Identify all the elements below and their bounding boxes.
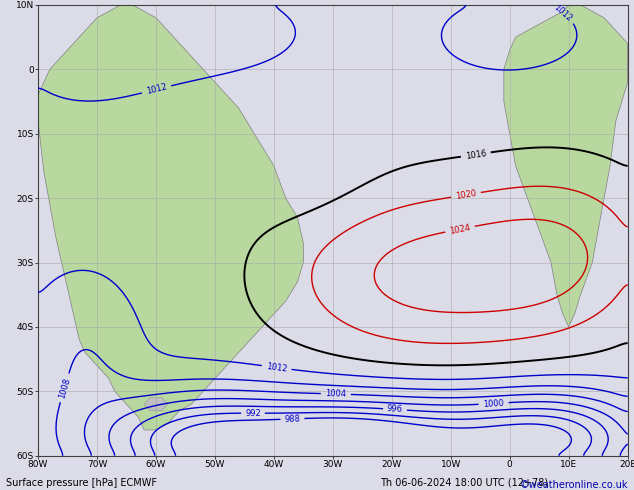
Text: 1016: 1016 — [465, 148, 487, 161]
Polygon shape — [504, 5, 628, 327]
Text: 1020: 1020 — [455, 189, 477, 201]
Polygon shape — [38, 5, 304, 430]
Text: 1000: 1000 — [483, 398, 504, 409]
Text: Surface pressure [hPa] ECMWF: Surface pressure [hPa] ECMWF — [6, 478, 157, 488]
Text: 1004: 1004 — [325, 389, 346, 399]
Text: 1024: 1024 — [449, 222, 471, 236]
Text: 992: 992 — [245, 409, 261, 417]
Text: 1012: 1012 — [552, 3, 573, 24]
Text: 1012: 1012 — [266, 362, 288, 373]
Text: 996: 996 — [387, 404, 403, 415]
Text: Th 06-06-2024 18:00 UTC (12+78): Th 06-06-2024 18:00 UTC (12+78) — [380, 478, 548, 488]
Text: 988: 988 — [284, 414, 301, 424]
Text: 1008: 1008 — [57, 376, 72, 399]
Text: ©weatheronline.co.uk: ©weatheronline.co.uk — [519, 480, 628, 490]
Polygon shape — [144, 398, 168, 411]
Text: 1012: 1012 — [145, 82, 168, 96]
